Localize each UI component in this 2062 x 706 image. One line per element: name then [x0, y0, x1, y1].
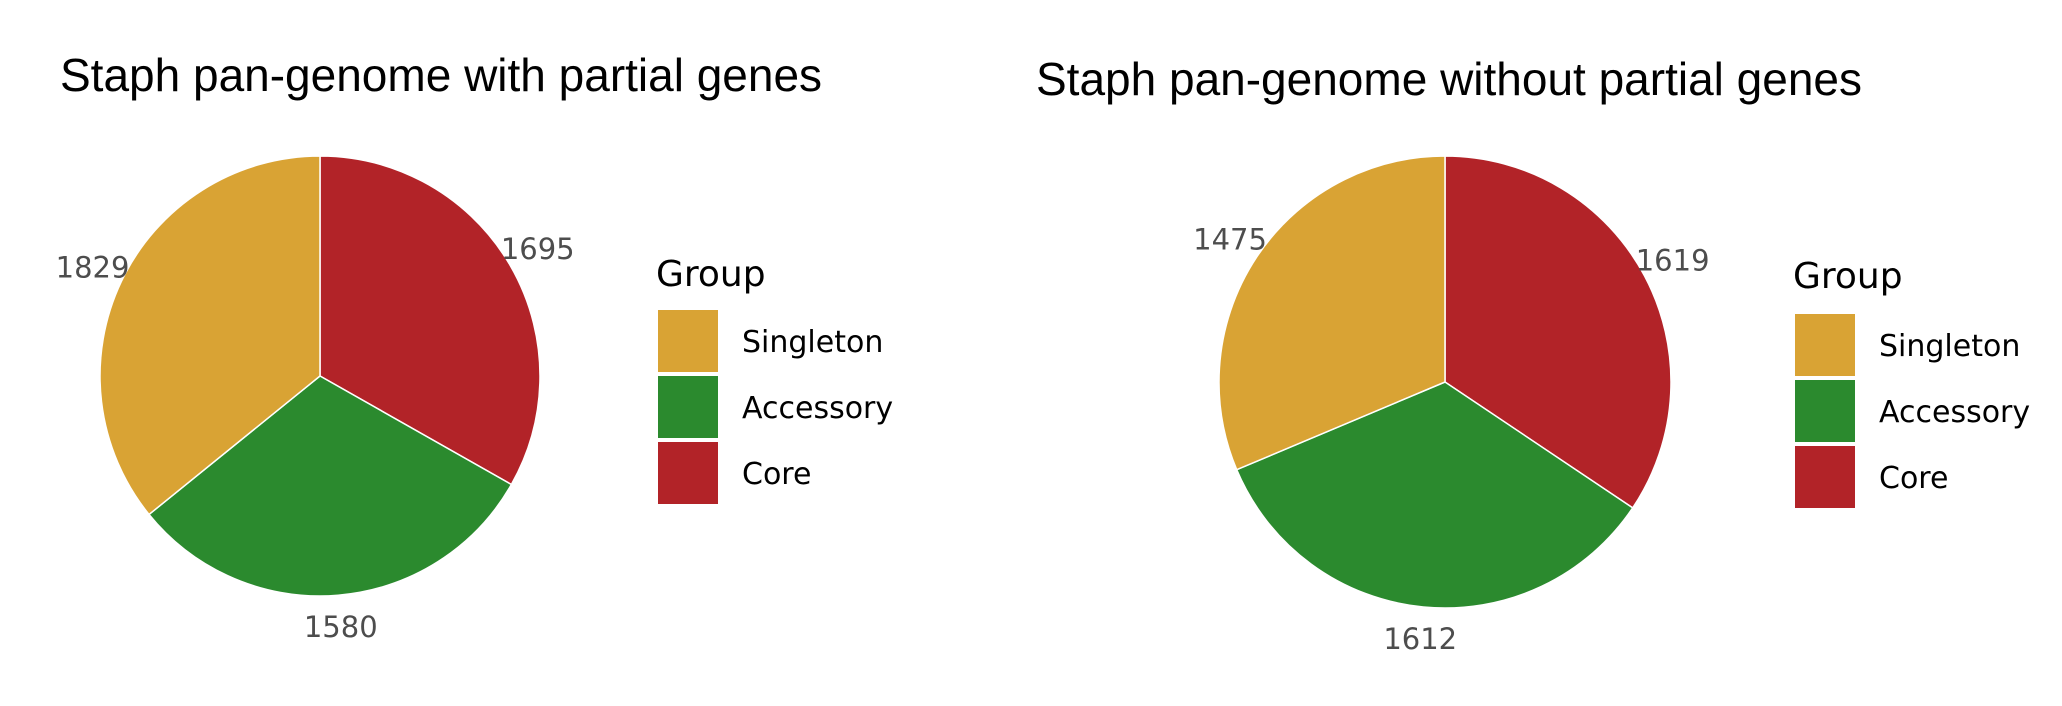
legend-swatch-singleton — [658, 310, 718, 372]
legend-swatch-singleton — [1795, 314, 1855, 376]
legend-swatch-accessory — [1795, 380, 1855, 442]
pie-slice-accessory — [147, 375, 513, 597]
slice-value-label: 1619 — [1636, 244, 1710, 278]
legend-label-accessory: Accessory — [742, 391, 893, 426]
legend-swatch-core — [658, 442, 718, 504]
legend-label-core: Core — [742, 457, 811, 492]
legend-label-accessory: Accessory — [1879, 395, 2030, 430]
legend-label-singleton: Singleton — [742, 325, 883, 360]
chart-2: 1619 1612 1475 Group Singleton Accessory Core — [1193, 155, 2030, 656]
legend-title: Group — [656, 254, 766, 295]
pie-slice-core — [319, 155, 541, 486]
slice-value-label: 1829 — [56, 251, 130, 285]
slice-value-label: 1612 — [1383, 622, 1457, 656]
pie-slice-singleton — [99, 155, 321, 516]
slice-value-label: 1580 — [304, 610, 378, 644]
slice-value-label: 1475 — [1193, 222, 1267, 256]
slice-value-label: 1695 — [501, 232, 575, 266]
chart-2-title: Staph pan-genome without partial genes — [1036, 53, 1863, 105]
legend-label-core: Core — [1879, 461, 1948, 496]
legend-swatch-accessory — [658, 376, 718, 438]
legend-label-singleton: Singleton — [1879, 329, 2020, 364]
pie-slice-core — [1444, 155, 1672, 509]
legend-swatch-core — [1795, 446, 1855, 508]
legend-title: Group — [1793, 256, 1903, 297]
chart-1: 1695 1580 1829 Group Singleton Accessory Core — [56, 155, 893, 644]
pie-slice-singleton — [1218, 155, 1446, 471]
chart-1-title: Staph pan-genome with partial genes — [60, 49, 823, 101]
pie-slice-accessory — [1235, 381, 1634, 609]
